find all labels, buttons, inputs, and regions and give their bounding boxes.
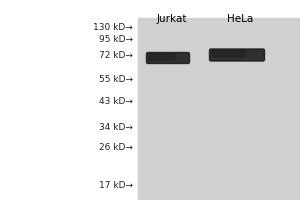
FancyBboxPatch shape <box>146 52 190 64</box>
FancyBboxPatch shape <box>149 54 175 60</box>
FancyBboxPatch shape <box>209 49 265 61</box>
Text: 72 kD→: 72 kD→ <box>99 50 133 60</box>
Text: 34 kD→: 34 kD→ <box>99 122 133 132</box>
Text: Jurkat: Jurkat <box>157 14 187 24</box>
Text: 17 kD→: 17 kD→ <box>99 182 133 190</box>
Bar <box>138 18 300 200</box>
FancyBboxPatch shape <box>212 50 245 57</box>
Text: HeLa: HeLa <box>227 14 253 24</box>
Text: 43 kD→: 43 kD→ <box>99 98 133 106</box>
Text: 95 kD→: 95 kD→ <box>99 36 133 45</box>
Text: 130 kD→: 130 kD→ <box>93 23 133 32</box>
Text: 26 kD→: 26 kD→ <box>99 142 133 152</box>
Text: 55 kD→: 55 kD→ <box>99 75 133 84</box>
